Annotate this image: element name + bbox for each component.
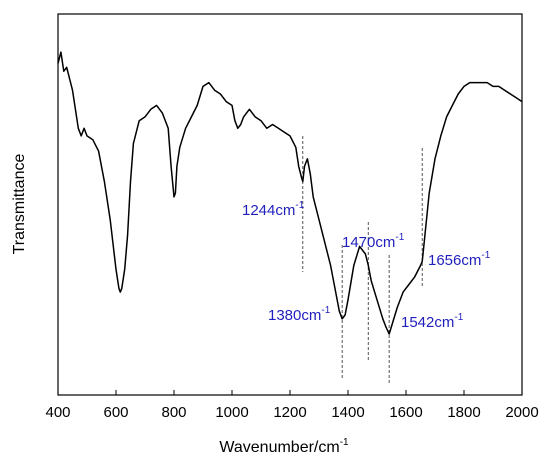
x-tick-label: 1600	[389, 404, 422, 421]
peak-label: 1656cm-1	[428, 250, 491, 269]
peak-label-sup: -1	[295, 200, 304, 211]
x-tick-label: 400	[45, 404, 70, 421]
peak-label-sup: -1	[321, 305, 330, 316]
peak-label-text: 1542cm	[401, 314, 454, 331]
x-tick-label: 2000	[505, 404, 538, 421]
peak-label-sup: -1	[395, 232, 404, 243]
peak-label-sup: -1	[454, 312, 463, 323]
x-axis-title-main: Wavenumber/cm	[219, 439, 339, 456]
x-axis-title: Wavenumber/cm-1	[219, 437, 349, 456]
x-tick-label: 1800	[447, 404, 480, 421]
peak-label: 1380cm-1	[268, 305, 331, 324]
x-tick-label: 600	[103, 404, 128, 421]
x-tick-label: 1200	[273, 404, 306, 421]
peak-label-sup: -1	[481, 250, 490, 261]
peak-label: 1244cm-1	[242, 200, 305, 219]
x-tick-label: 1000	[215, 404, 248, 421]
y-axis-title: Transmittance	[11, 154, 28, 255]
peak-label: 1470cm-1	[342, 232, 405, 251]
annotation-lines	[302, 136, 423, 385]
x-tick-label: 800	[161, 404, 186, 421]
x-axis-title-sup: -1	[340, 437, 349, 448]
peak-label-text: 1656cm	[428, 252, 481, 269]
peak-label-text: 1470cm	[342, 234, 395, 251]
peak-label-text: 1380cm	[268, 307, 321, 324]
x-axis-ticks: 400 600 800 1000 1200 1400 1600 1800 2000	[45, 390, 539, 421]
peak-label: 1542cm-1	[401, 312, 464, 331]
peak-label-text: 1244cm	[242, 202, 295, 219]
spectrum-line	[57, 51, 523, 335]
x-tick-label: 1400	[331, 404, 364, 421]
